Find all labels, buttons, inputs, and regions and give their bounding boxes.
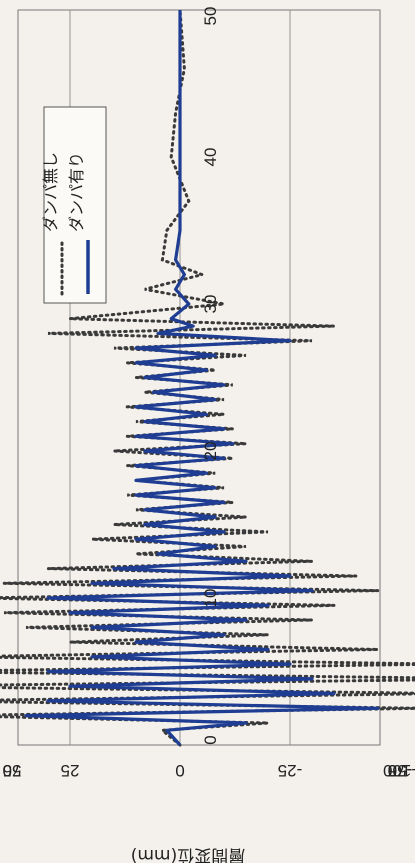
x-tick-label: 50 bbox=[201, 7, 220, 26]
y-tick-label: 25 bbox=[61, 761, 80, 780]
y-tick-label: -50 bbox=[388, 761, 413, 780]
x-tick-label: 10 bbox=[201, 589, 220, 608]
x-tick-labels: 0 10 20 30 40 50 bbox=[201, 7, 220, 745]
series-layer bbox=[0, 8, 415, 747]
y-tick-label: -25 bbox=[278, 761, 303, 780]
y-tick-label: 50 bbox=[3, 761, 22, 780]
y-axis-label: 層間変位(mm) bbox=[131, 845, 245, 863]
series-damper-line bbox=[24, 10, 380, 747]
legend-label-damper: ダンパ有り bbox=[67, 152, 86, 232]
legend: ダンパ無し ダンパ有り bbox=[41, 106, 107, 304]
x-tick-label: 40 bbox=[201, 148, 220, 167]
legend-label-no-damper: ダンパ無し bbox=[41, 152, 60, 232]
x-tick-label: 20 bbox=[201, 442, 220, 461]
y-tick-label: 0 bbox=[175, 761, 184, 780]
y-tick-label: 75 bbox=[3, 761, 22, 780]
x-tick-label: 30 bbox=[201, 295, 220, 314]
x-tick-label: 0 bbox=[201, 735, 220, 744]
y-tick-label: -100 bbox=[383, 761, 415, 780]
y-tick-label: -75 bbox=[388, 761, 413, 780]
legend-box bbox=[43, 106, 107, 304]
